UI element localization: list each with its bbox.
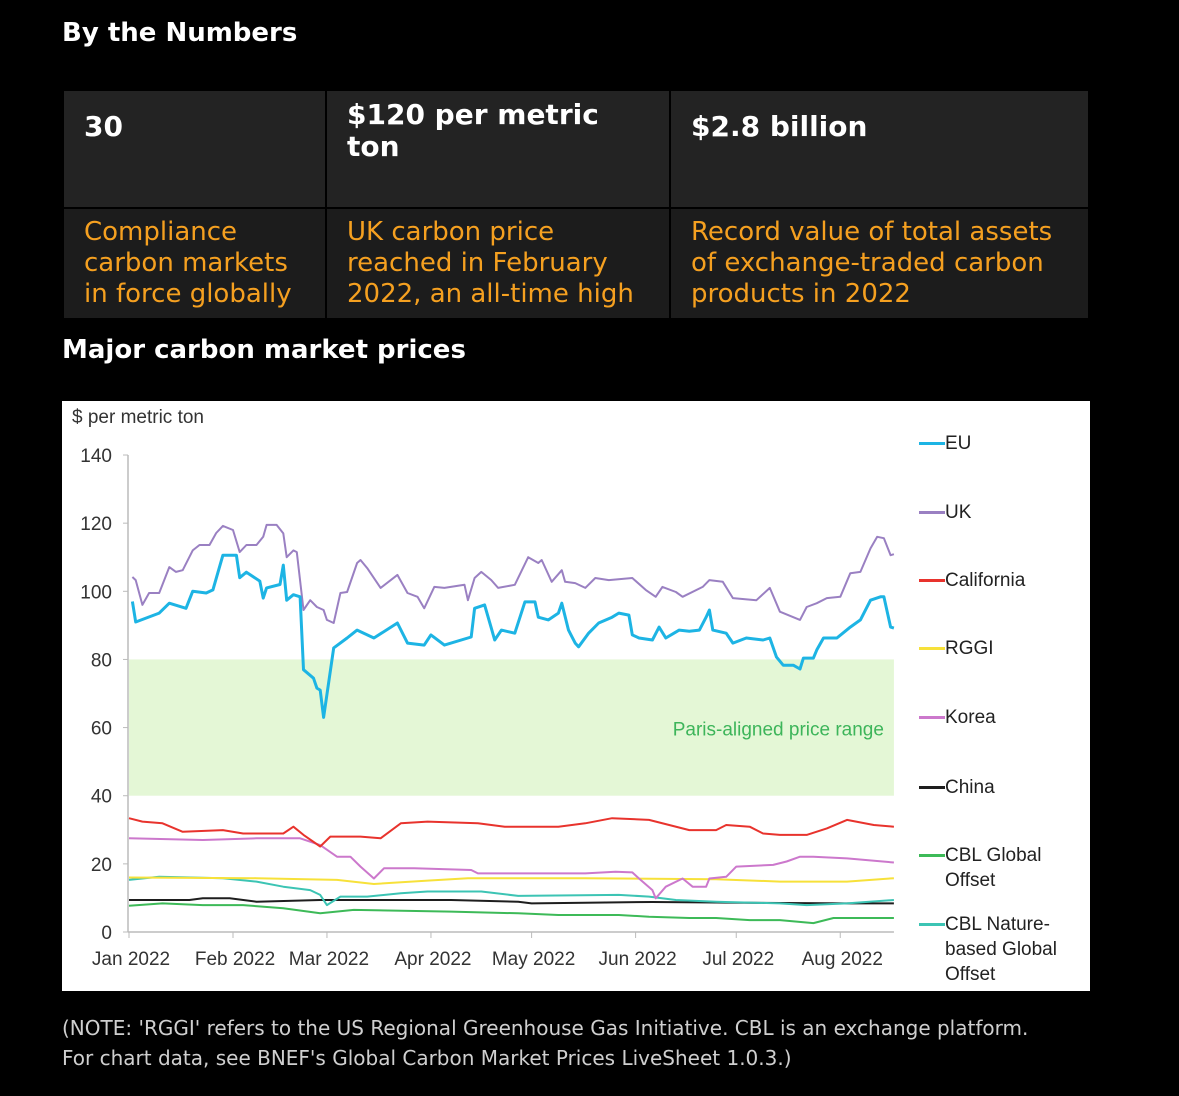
stat-value: $2.8 billion	[669, 89, 1090, 209]
legend-label: China	[945, 777, 995, 798]
legend-swatch	[919, 716, 945, 719]
legend-swatch	[919, 511, 945, 514]
x-tick-label: Jan 2022	[92, 949, 170, 970]
stat-value: 30	[62, 89, 327, 209]
x-tick-label: Aug 2022	[802, 949, 883, 970]
y-tick-label: 80	[91, 650, 112, 671]
legend-item: China	[919, 775, 1080, 800]
y-tick-label: 0	[101, 923, 112, 944]
y-tick-label: 100	[80, 582, 112, 603]
stat-description: UK carbon price reached in February 2022…	[325, 207, 671, 320]
paris-band	[129, 659, 894, 796]
y-tick-label: 40	[91, 787, 112, 808]
legend-swatch	[919, 854, 945, 857]
legend-item: California	[919, 568, 1080, 593]
y-tick-label: 20	[91, 855, 112, 876]
legend-label: CBL Global Offset	[945, 845, 1042, 891]
band-label: Paris-aligned price range	[673, 720, 884, 741]
y-tick-label: 140	[80, 446, 112, 467]
legend-label: EU	[945, 433, 972, 454]
chart-note: (NOTE: 'RGGI' refers to the US Regional …	[62, 1016, 1029, 1070]
legend-label: CBL Nature-based Global Offset	[945, 914, 1057, 985]
y-tick-label: 120	[80, 514, 112, 535]
stats-table: 30 $120 per metric ton $2.8 billion Comp…	[62, 89, 1090, 320]
legend-label: Korea	[945, 707, 996, 728]
legend-item: RGGI	[919, 636, 1080, 661]
x-tick-label: Feb 2022	[195, 949, 275, 970]
stat-value: $120 per metric ton	[325, 89, 671, 209]
chart-canvas: Paris-aligned price range $ per metric to…	[72, 407, 895, 970]
series-line-korea	[128, 837, 894, 900]
x-tick-label: Jul 2022	[702, 949, 774, 970]
legend-item: EU	[919, 431, 1080, 456]
series-line-eu	[130, 553, 895, 719]
legend-swatch	[919, 579, 945, 582]
legend-swatch	[919, 442, 945, 445]
legend-item: CBL Nature-based Global Offset	[919, 912, 1080, 987]
carbon-price-chart: Paris-aligned price range $ per metric to…	[62, 401, 1090, 991]
x-tick-label: Jun 2022	[599, 949, 677, 970]
stat-description: Compliance carbon markets in force globa…	[62, 207, 327, 320]
legend-swatch	[919, 647, 945, 650]
series-line-rggi	[128, 876, 894, 885]
series-line-cbl-nature-based-global-offset	[128, 875, 894, 907]
legend-swatch	[919, 923, 945, 926]
x-tick-label: Apr 2022	[394, 949, 471, 970]
legend-swatch	[919, 786, 945, 789]
stat-description: Record value of total assets of exchange…	[669, 207, 1090, 320]
section-heading: By the Numbers	[62, 18, 298, 48]
x-tick-label: May 2022	[492, 949, 575, 970]
y-tick-label: 60	[91, 719, 112, 740]
legend-item: Korea	[919, 705, 1080, 730]
series-line-california	[128, 817, 894, 848]
legend-label: UK	[945, 502, 972, 523]
x-tick-label: Mar 2022	[289, 949, 369, 970]
legend-label: California	[945, 570, 1026, 591]
chart-heading: Major carbon market prices	[62, 335, 466, 365]
series-line-uk	[131, 523, 895, 624]
series-line-cbl-global-offset	[128, 902, 894, 925]
legend-label: RGGI	[945, 638, 994, 659]
legend-item: CBL Global Offset	[919, 843, 1080, 893]
legend-item: UK	[919, 500, 1080, 525]
y-axis-label: $ per metric ton	[72, 407, 204, 428]
